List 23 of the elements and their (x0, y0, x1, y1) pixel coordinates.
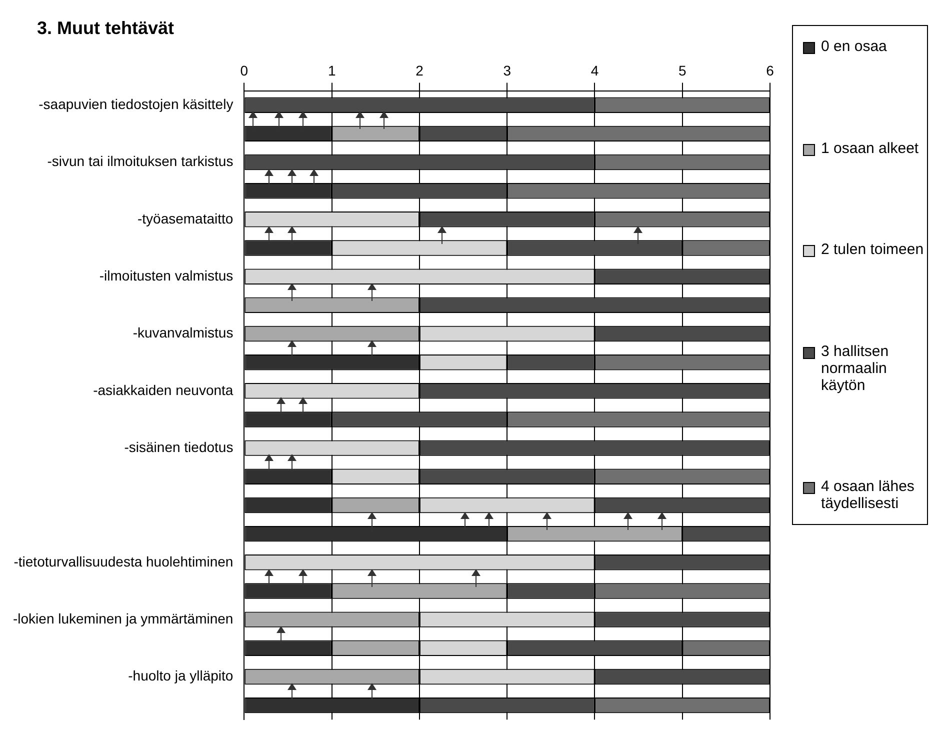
x-tick-label: 5 (678, 62, 686, 78)
x-tick-label: 1 (328, 62, 336, 78)
y-tick-label: -tietoturvallisuudesta huolehtiminen (14, 553, 234, 570)
legend-label: 1 osaan alkeet (821, 140, 920, 156)
y-tick-label: -saapuvien tiedostojen käsittely (38, 96, 234, 112)
y-tick-label: -huolto ja ylläpito (128, 668, 234, 684)
chart-title: 3. Muut tehtävät (37, 18, 174, 39)
y-tick-label: -lokien lukeminen ja ymmärtäminen (12, 610, 234, 626)
y-tick-label: -ilmoitusten valmistus (99, 267, 234, 284)
legend-label: 3 hallitsen normaalin käytön (821, 342, 890, 394)
legend-label: 4 osaan lähes täydellisesti (821, 478, 916, 512)
y-tick-label: -kuvanvalmistus (132, 324, 234, 341)
y-tick-label: -sisäinen tiedotus (124, 438, 234, 455)
y-tick-label: -työasemataitto (137, 210, 234, 226)
y-tick-label: -sivun tai ilmoituksen tarkistus (47, 153, 234, 170)
x-tick-label: 0 (240, 62, 248, 78)
x-tick-label: 6 (766, 62, 774, 78)
x-tick-label: 2 (416, 62, 424, 78)
legend-label: 0 en osaa (821, 38, 888, 55)
y-tick-label: -asiakkaiden neuvonta (93, 382, 234, 398)
x-tick-label: 4 (590, 62, 599, 78)
legend-label: 2 tulen toimeen (821, 241, 925, 258)
x-tick-label: 3 (503, 62, 512, 78)
